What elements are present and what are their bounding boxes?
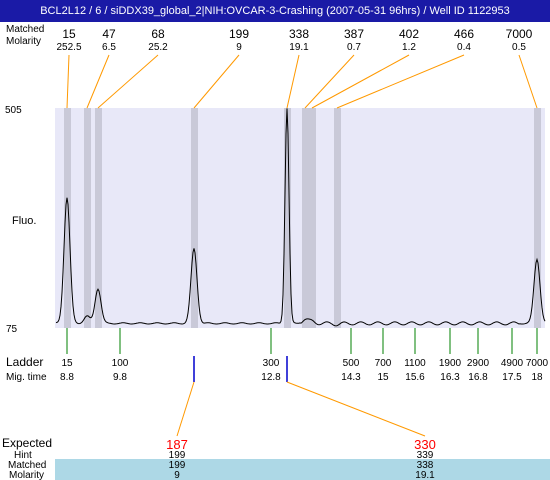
molarity-value: 9 bbox=[174, 470, 180, 480]
peak-molarity-label: 252.5 bbox=[56, 42, 81, 53]
peak-size-label: 466 bbox=[454, 27, 474, 41]
ladder-size-label: 4900 bbox=[501, 358, 524, 369]
ladder-size-label: 7000 bbox=[526, 358, 549, 369]
molarity-label: Molarity bbox=[9, 470, 44, 480]
fluorescence-trace bbox=[55, 108, 546, 327]
ladder-mig-time-label: 15.6 bbox=[405, 372, 425, 383]
window-title: BCL2L12 / 6 / siDDX39_global_2|NIH:OVCAR… bbox=[0, 0, 550, 22]
y-max-label: 505 bbox=[5, 105, 22, 116]
peak-leader-line bbox=[66, 54, 70, 109]
peak-leader-line bbox=[286, 54, 300, 109]
peak-band bbox=[334, 108, 341, 328]
peak-band bbox=[95, 108, 102, 328]
hint-value: 199 bbox=[169, 450, 186, 461]
ladder-mig-time-label: 14.3 bbox=[341, 372, 361, 383]
peak-size-label: 7000 bbox=[506, 27, 533, 41]
peak-leader-line bbox=[86, 54, 110, 109]
electropherogram-view: Matched Molarity 15 47 68 199 338 387 402 466 70… bbox=[2, 24, 550, 480]
ladder-mig-time-label: 15 bbox=[377, 372, 389, 383]
ladder-mig-time-label: 17.5 bbox=[502, 372, 522, 383]
peak-band bbox=[302, 108, 309, 328]
ladder-mig-time-label: 8.8 bbox=[60, 372, 74, 383]
peak-band bbox=[534, 108, 541, 328]
peak-molarity-label: 6.5 bbox=[102, 42, 116, 53]
ladder-mig-time-label: 18 bbox=[531, 372, 543, 383]
ladder-mig-time-label: 12.8 bbox=[261, 372, 281, 383]
peak-molarity-label: 0.5 bbox=[512, 42, 526, 53]
matched-molarity-band bbox=[55, 459, 550, 480]
mig-time-label: Mig. time bbox=[6, 372, 47, 383]
peak-size-label: 47 bbox=[102, 27, 116, 41]
peak-molarity-label: 0.4 bbox=[457, 42, 471, 53]
matched-row-label: Matched bbox=[6, 24, 44, 35]
peak-molarity-label: 9 bbox=[236, 42, 242, 53]
ladder-size-label: 300 bbox=[263, 358, 280, 369]
matched-value: 199 bbox=[169, 460, 186, 471]
expected-value: 330 bbox=[414, 437, 436, 452]
peak-leader-line bbox=[193, 54, 240, 109]
expected-value: 187 bbox=[166, 437, 188, 452]
hint-value: 339 bbox=[417, 450, 434, 461]
peak-molarity-label: 1.2 bbox=[402, 42, 416, 53]
peak-size-label: 68 bbox=[151, 27, 165, 41]
peak-band bbox=[284, 108, 291, 328]
ladder-size-label: 15 bbox=[61, 358, 73, 369]
matched-value: 338 bbox=[417, 460, 434, 471]
expected-label: Expected bbox=[2, 436, 52, 450]
ladder-size-label: 500 bbox=[343, 358, 360, 369]
ladder-size-label: 1900 bbox=[439, 358, 462, 369]
ladder-label: Ladder bbox=[6, 355, 43, 369]
ladder-size-label: 100 bbox=[112, 358, 129, 369]
peak-band bbox=[64, 108, 71, 328]
molarity-row-label: Molarity bbox=[6, 36, 41, 47]
peak-size-label: 15 bbox=[62, 27, 76, 41]
hint-label: Hint bbox=[14, 450, 32, 461]
y-axis-label: Fluo. bbox=[12, 215, 36, 227]
peak-molarity-label: 25.2 bbox=[148, 42, 168, 53]
peak-leader-line bbox=[311, 54, 410, 109]
expected-leader-line bbox=[286, 381, 426, 437]
ladder-mig-time-label: 16.3 bbox=[440, 372, 460, 383]
peak-size-label: 387 bbox=[344, 27, 364, 41]
peak-leader-line bbox=[97, 54, 159, 109]
peak-molarity-label: 19.1 bbox=[289, 42, 309, 53]
ladder-mig-time-label: 16.8 bbox=[468, 372, 488, 383]
ladder-mig-time-label: 9.8 bbox=[113, 372, 127, 383]
peak-band bbox=[84, 108, 91, 328]
plot-area bbox=[55, 108, 545, 328]
peak-molarity-label: 0.7 bbox=[347, 42, 361, 53]
peak-band bbox=[191, 108, 198, 328]
peak-size-label: 199 bbox=[229, 27, 249, 41]
ladder-size-label: 700 bbox=[375, 358, 392, 369]
peak-size-label: 338 bbox=[289, 27, 309, 41]
peak-size-label: 402 bbox=[399, 27, 419, 41]
y-min-label: 75 bbox=[6, 324, 18, 335]
peak-band bbox=[309, 108, 316, 328]
peak-leader-line bbox=[336, 54, 465, 109]
expected-leader-line bbox=[176, 381, 195, 437]
ladder-size-label: 1100 bbox=[404, 358, 426, 369]
peak-leader-line bbox=[518, 54, 538, 109]
ladder-size-label: 2900 bbox=[467, 358, 490, 369]
matched-label: Matched bbox=[8, 460, 46, 471]
molarity-value: 19.1 bbox=[415, 470, 435, 480]
peak-leader-line bbox=[304, 54, 355, 109]
